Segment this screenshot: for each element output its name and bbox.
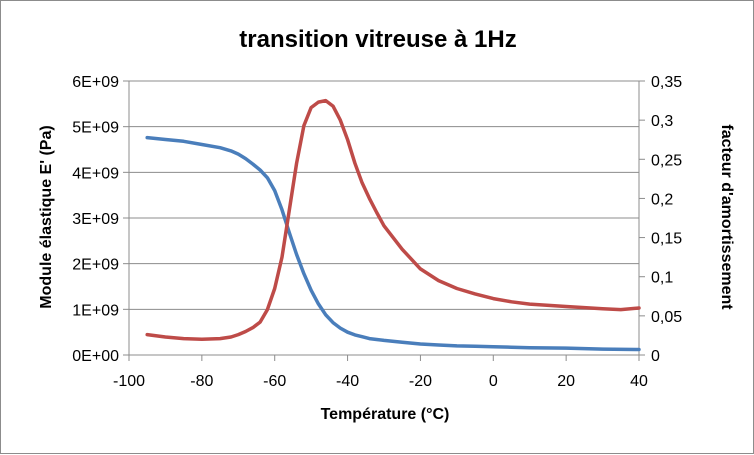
x-tick-label: -100 xyxy=(113,373,145,390)
y-axis-ticks: 0E+00 1E+09 2E+09 3E+09 4E+09 5E+09 6E+09 xyxy=(72,74,129,365)
y-axis-label: Module élastique E' (Pa) xyxy=(38,125,55,308)
y-tick-label: 2E+09 xyxy=(72,257,119,274)
y2-axis-label: facteur d'amortissement xyxy=(718,124,735,310)
y2-tick-label: 0,05 xyxy=(651,309,682,326)
y2-tick-label: 0,35 xyxy=(651,74,682,91)
y-tick-label: 5E+09 xyxy=(72,120,119,137)
y2-tick-label: 0 xyxy=(651,348,660,365)
y-tick-label: 6E+09 xyxy=(72,74,119,91)
y2-tick-label: 0,3 xyxy=(651,113,673,130)
y2-tick-label: 0,1 xyxy=(651,270,673,287)
elastic-modulus-line xyxy=(145,135,641,352)
y2-tick-label: 0,2 xyxy=(651,191,673,208)
x-axis-ticks: -100 -80 -60 -40 -20 0 20 40 xyxy=(113,355,648,390)
gridlines xyxy=(129,80,639,310)
y-tick-label: 4E+09 xyxy=(72,165,119,182)
x-tick-label: 40 xyxy=(630,373,648,390)
x-axis-label: Température (°C) xyxy=(321,406,450,423)
x-tick-label: -60 xyxy=(263,373,286,390)
damping-factor-line xyxy=(145,98,641,342)
x-tick-label: -80 xyxy=(190,373,213,390)
x-tick-label: -40 xyxy=(336,373,359,390)
series-layer xyxy=(145,98,641,352)
y-tick-label: 0E+00 xyxy=(72,348,119,365)
y-tick-label: 3E+09 xyxy=(72,211,119,228)
chart-title: transition vitreuse à 1Hz xyxy=(239,26,516,53)
y2-axis-ticks: 0 0,05 0,1 0,15 0,2 0,25 0,3 0,35 xyxy=(639,74,682,365)
x-tick-label: 0 xyxy=(489,373,498,390)
x-tick-label: -20 xyxy=(409,373,432,390)
x-tick-label: 20 xyxy=(557,373,575,390)
y2-tick-label: 0,25 xyxy=(651,152,682,169)
y-tick-label: 1E+09 xyxy=(72,302,119,319)
y2-tick-label: 0,15 xyxy=(651,231,682,248)
